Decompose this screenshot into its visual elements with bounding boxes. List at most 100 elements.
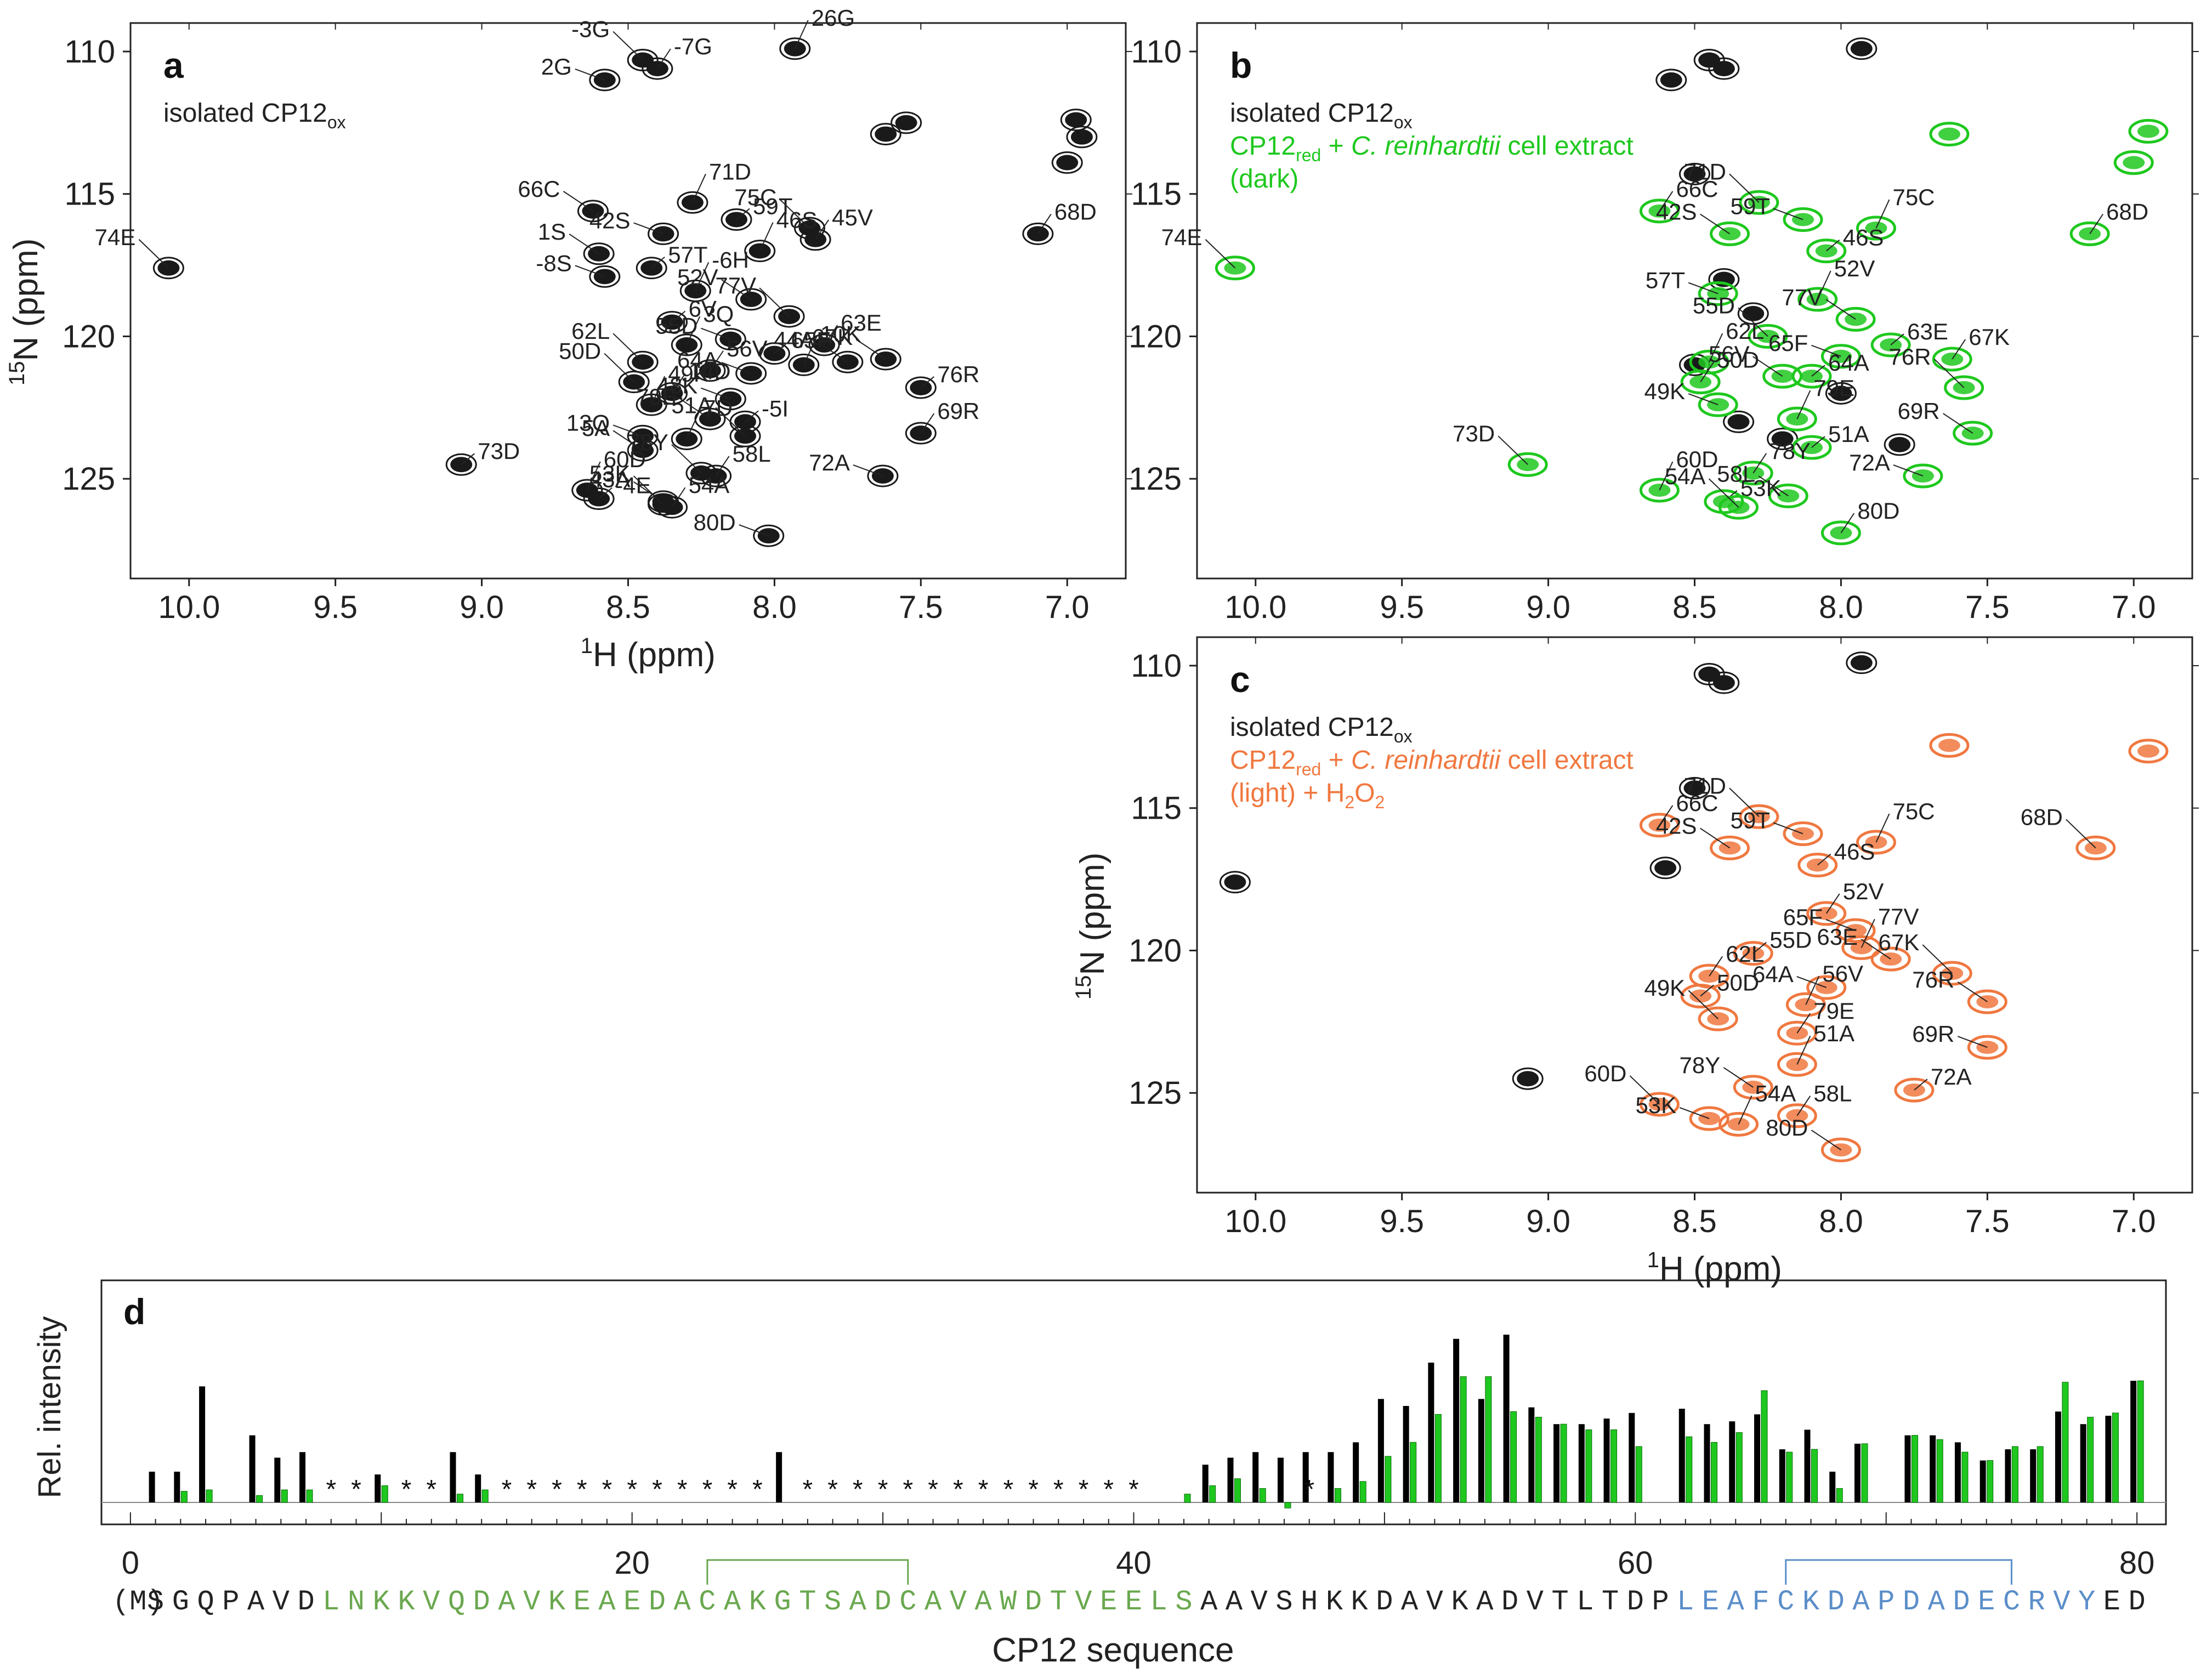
- sequence-residue-13: Q: [448, 1586, 465, 1618]
- peak-label: 59T: [753, 193, 792, 219]
- sequence-residue-25: K: [749, 1586, 767, 1618]
- peak-core: [1070, 129, 1093, 145]
- bar-residue-13: [457, 1494, 463, 1503]
- sequence-residue-16: V: [523, 1586, 540, 1618]
- peak-66C: 66C: [1639, 790, 1718, 838]
- peak-60D: 60D: [1639, 446, 1718, 503]
- peak-unassigned: [1723, 410, 1755, 433]
- peak-label-leader: [1752, 453, 1767, 474]
- bar-residue-46: [1277, 1457, 1284, 1502]
- peak-unassigned: [1825, 382, 1857, 405]
- bar-residue-60: [1635, 1446, 1642, 1503]
- peak-label: 49K: [668, 361, 709, 387]
- peak-label-leader: [1875, 199, 1890, 229]
- bar-residue-45: [1252, 1452, 1259, 1502]
- peak-51A: 51A: [1791, 421, 1869, 460]
- peak-label: 60D: [1676, 446, 1718, 472]
- peak-label: 67K: [1879, 929, 1920, 955]
- bar-residue-59: [1610, 1429, 1618, 1503]
- peak-label: 49K: [1644, 378, 1685, 404]
- peak-contour: [1820, 1137, 1861, 1162]
- peak-label: 73D: [1453, 421, 1495, 446]
- peak-label: 71D: [1684, 158, 1726, 184]
- peak-74E: 74E: [1161, 224, 1255, 281]
- peak-contour: [1639, 813, 1680, 838]
- peak-contour: [891, 111, 922, 134]
- peak-label-leader: [1875, 813, 1890, 843]
- peak-label: 78Y: [1680, 1052, 1721, 1078]
- bar-residue-80: [2130, 1381, 2137, 1502]
- sequence-residue-24: A: [724, 1586, 741, 1618]
- sequence-residue-10: K: [373, 1586, 390, 1618]
- peak-core: [1517, 1071, 1539, 1087]
- peak-label: 75C: [1892, 184, 1935, 210]
- panel-letter: c: [1230, 659, 1250, 700]
- peak-46S: 46S: [1806, 225, 1884, 264]
- no-signal-asterisk: *: [928, 1475, 938, 1504]
- peak-42S: 42S: [1656, 198, 1750, 246]
- y-axis-label: 15N (ppm): [5, 239, 45, 385]
- peak-label: 62L: [1726, 318, 1764, 344]
- panel-c-hsqc-spectrum: 10.0 9.5 9.0 8.5 8.0 7.5 7.0 110 115 120 125 1H (pp…: [1071, 636, 2199, 1288]
- sequence-residue-30: D: [874, 1586, 891, 1618]
- peak-contour: [1680, 370, 1721, 395]
- peak-core: [1683, 166, 1706, 182]
- sequence-residue-49: K: [1351, 1586, 1369, 1618]
- y-tick-label: 110: [1131, 34, 1182, 70]
- peak-68D: 68D: [1022, 198, 1097, 245]
- peak-label-leader: [612, 424, 643, 437]
- peak-label: 76R: [937, 361, 979, 387]
- legend-line-0: isolated CP12ox: [163, 99, 346, 132]
- sequence-residue-65: F: [1752, 1586, 1769, 1618]
- peak-contour: [1932, 961, 1972, 986]
- peak-unassigned: [2128, 739, 2169, 764]
- peak-contour: [583, 487, 615, 510]
- no-signal-asterisk: *: [702, 1475, 713, 1504]
- peak-label-leader: [759, 287, 790, 317]
- peak-44A: 44A: [774, 327, 864, 373]
- peak-core: [1727, 414, 1750, 430]
- peak-core: [1683, 780, 1706, 796]
- peak-71D: 71D: [1684, 158, 1779, 215]
- peak-contour: [671, 427, 702, 450]
- panel-letter: d: [123, 1291, 145, 1332]
- sequence-residue-68: D: [1828, 1586, 1845, 1618]
- peak-26G: 26G: [779, 5, 855, 60]
- peak-unassigned: [1929, 122, 1970, 147]
- peak-49K: 49K: [1644, 975, 1738, 1031]
- peak-contour: [1060, 109, 1092, 132]
- bar-residue-53: [1453, 1338, 1460, 1502]
- sequence-residue-1: S: [147, 1586, 164, 1618]
- peak-50D: 50D: [1680, 970, 1759, 1009]
- peak-label: 66C: [1676, 176, 1718, 202]
- peak-contour: [1870, 946, 1911, 972]
- peak-label-leader: [774, 342, 789, 354]
- bar-residue-3: [206, 1489, 213, 1503]
- peak-label: 77V: [1782, 284, 1823, 310]
- peak-label-leader: [715, 407, 746, 436]
- peak--8S: -8S: [536, 250, 621, 288]
- bar-residue-49: [1359, 1481, 1366, 1503]
- sequence-residue-44: A: [1226, 1586, 1243, 1618]
- peak-71D: 71D: [1684, 773, 1779, 829]
- bar-residue-7: [306, 1489, 313, 1503]
- peak-80D: 80D: [1820, 498, 1899, 546]
- peak-label-leader: [1811, 344, 1841, 357]
- peak-contour: [589, 265, 621, 288]
- bar-residue-79: [2105, 1415, 2112, 1502]
- peak-42S: 42S: [1656, 813, 1750, 860]
- peak-label: 62L: [571, 318, 610, 344]
- bar-residue-63: [1704, 1424, 1710, 1502]
- peak-contour: [1777, 1020, 1817, 1046]
- peak-contour: [1856, 215, 1896, 241]
- x-tick-label: 8.0: [1819, 1204, 1863, 1239]
- sequence-residue-27: T: [799, 1586, 816, 1618]
- peak-67K: 67K: [812, 324, 901, 371]
- bar-residue-52: [1428, 1363, 1434, 1502]
- peak-contour: [1783, 821, 1823, 846]
- peak-contour: [1680, 984, 1721, 1009]
- peak-label: 7D: [703, 395, 733, 421]
- peak-label: 76R: [1889, 344, 1931, 370]
- no-signal-asterisk: *: [853, 1475, 863, 1504]
